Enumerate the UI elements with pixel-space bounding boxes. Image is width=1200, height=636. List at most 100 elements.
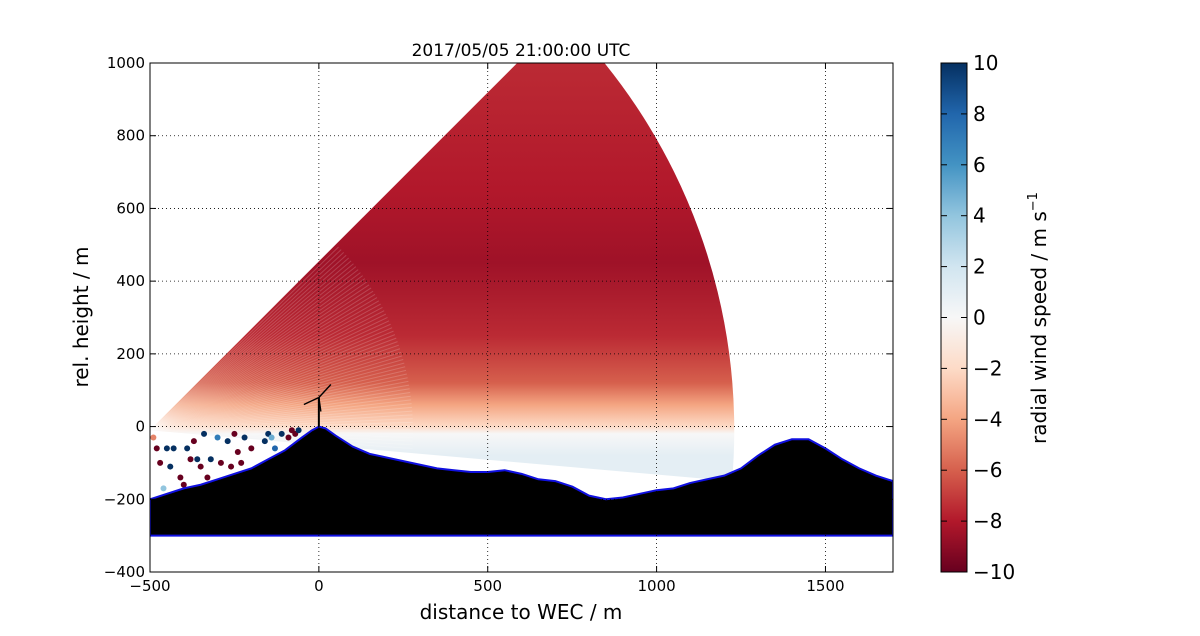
scan-beam-line: [150, 269, 359, 431]
scatter-point: [268, 434, 275, 441]
colorbar-tick-label: −8: [973, 509, 1002, 533]
scan-beam-line: [150, 323, 391, 431]
turbine-blade: [318, 384, 332, 398]
scan-beam-line: [150, 249, 342, 431]
y-tick-label: 1000: [107, 54, 145, 72]
scatter-point: [207, 456, 214, 463]
plot-area: [150, 63, 893, 537]
y-tick-label: 400: [116, 272, 145, 290]
scatter-point: [278, 430, 285, 437]
scan-beam-line: [150, 359, 404, 431]
y-axis-label: rel. height / m: [69, 246, 93, 387]
scatter-point: [214, 434, 221, 441]
scan-beam-line: [150, 287, 372, 431]
scatter-point: [150, 434, 157, 441]
scatter-point: [194, 456, 201, 463]
y-tick-label: 200: [116, 345, 145, 363]
scan-beam-line: [150, 278, 366, 431]
y-tick-label: 0: [135, 418, 145, 436]
scatter-point: [271, 445, 278, 452]
scan-beam-line: [150, 297, 378, 431]
scan-beam-line: [150, 377, 408, 431]
scan-beam-line: [150, 303, 381, 431]
scan-beam-line: [150, 272, 361, 431]
scan-beam-line: [150, 246, 339, 431]
scan-beam-line: [150, 373, 407, 431]
scan-beam-line: [150, 355, 403, 431]
colorbar-label: radial wind speed / m s−1: [1026, 192, 1051, 444]
scan-beam-line: [150, 290, 374, 431]
colorbar-tick-label: 4: [973, 204, 986, 228]
scan-beam-line: [150, 418, 413, 431]
scan-beam-line: [150, 388, 410, 431]
colorbar-label-text: radial wind speed / m s: [1027, 211, 1051, 444]
scatter-point: [184, 445, 191, 452]
scatter-point: [160, 485, 167, 492]
colorbar-tick-label: −2: [973, 356, 1002, 380]
scatter-point: [261, 438, 268, 445]
scatter-point: [180, 481, 187, 488]
scatter-point: [285, 434, 292, 441]
scan-beam-line: [150, 327, 393, 431]
scan-beam-line: [150, 266, 357, 431]
scan-beam-line: [150, 341, 398, 431]
scan-beam-line: [150, 313, 387, 431]
scan-beam-line: [150, 362, 405, 431]
y-tick-label: 800: [116, 127, 145, 145]
colorbar-tick-label: 10: [973, 51, 998, 75]
terrain-profile: [150, 425, 893, 537]
scan-beam-line: [150, 300, 380, 431]
scan-beam-line: [150, 384, 410, 431]
scatter-point: [177, 474, 184, 481]
turbine-blade: [303, 396, 320, 406]
colorbar-tick-label: 2: [973, 255, 986, 279]
scatter-point: [167, 463, 174, 470]
scatter-point: [197, 463, 204, 470]
scatter-point: [231, 430, 238, 437]
scan-beam-line: [150, 254, 347, 431]
colorbar-label-exponent: −1: [1026, 192, 1041, 211]
grid-lines: [150, 63, 893, 572]
scatter-point: [187, 456, 194, 463]
colorbar: 10 8 6 4 2 0 −2 −4 −6 −8 −10 radial wind speed / m…: [940, 51, 1051, 584]
scan-beam-line: [150, 257, 350, 431]
scan-beam-line: [150, 260, 352, 431]
scan-beam-line: [150, 406, 412, 431]
scan-beam-line: [150, 421, 413, 431]
scan-beam-line: [150, 330, 394, 431]
scatter-point: [241, 434, 248, 441]
x-tick-label: 1000: [637, 577, 675, 595]
scan-beam-line: [150, 337, 397, 431]
scan-beam-line: [150, 414, 413, 431]
scan-beam-line: [150, 410, 413, 431]
axes-frame: [149, 62, 894, 573]
scan-beam-line: [150, 306, 383, 431]
scatter-point: [190, 438, 197, 445]
scan-beam-line: [150, 281, 368, 431]
scan-sector-field: [150, 63, 735, 482]
colorbar-tick-label: 0: [973, 306, 986, 330]
scan-beam-lines: [150, 246, 413, 450]
scan-beam-line: [150, 366, 406, 431]
scan-beam-line: [150, 429, 413, 450]
colorbar-tick-label: −10: [973, 560, 1015, 584]
scan-beam-line: [150, 263, 354, 431]
x-tick-label: 1500: [806, 577, 844, 595]
colorbar-ticks: 10 8 6 4 2 0 −2 −4 −6 −8 −10: [941, 51, 1015, 584]
x-tick-label: 500: [473, 577, 502, 595]
scan-beam-line: [150, 399, 412, 431]
scatter-point: [234, 449, 241, 456]
scan-beam-line: [150, 395, 411, 431]
colorbar-tick-label: −6: [973, 458, 1002, 482]
scatter-point: [204, 474, 211, 481]
scan-beam-line: [150, 391, 411, 431]
scatter-point: [201, 430, 208, 437]
scatter-point: [163, 445, 170, 452]
scan-beam-line: [150, 316, 388, 431]
scan-beam-line: [150, 334, 396, 431]
y-axis-ticks: −400 −200 0 200 400 600 800 1000: [104, 54, 893, 581]
x-axis-label: distance to WEC / m: [420, 600, 623, 624]
scatter-point: [248, 445, 255, 452]
scatter-point: [224, 438, 231, 445]
